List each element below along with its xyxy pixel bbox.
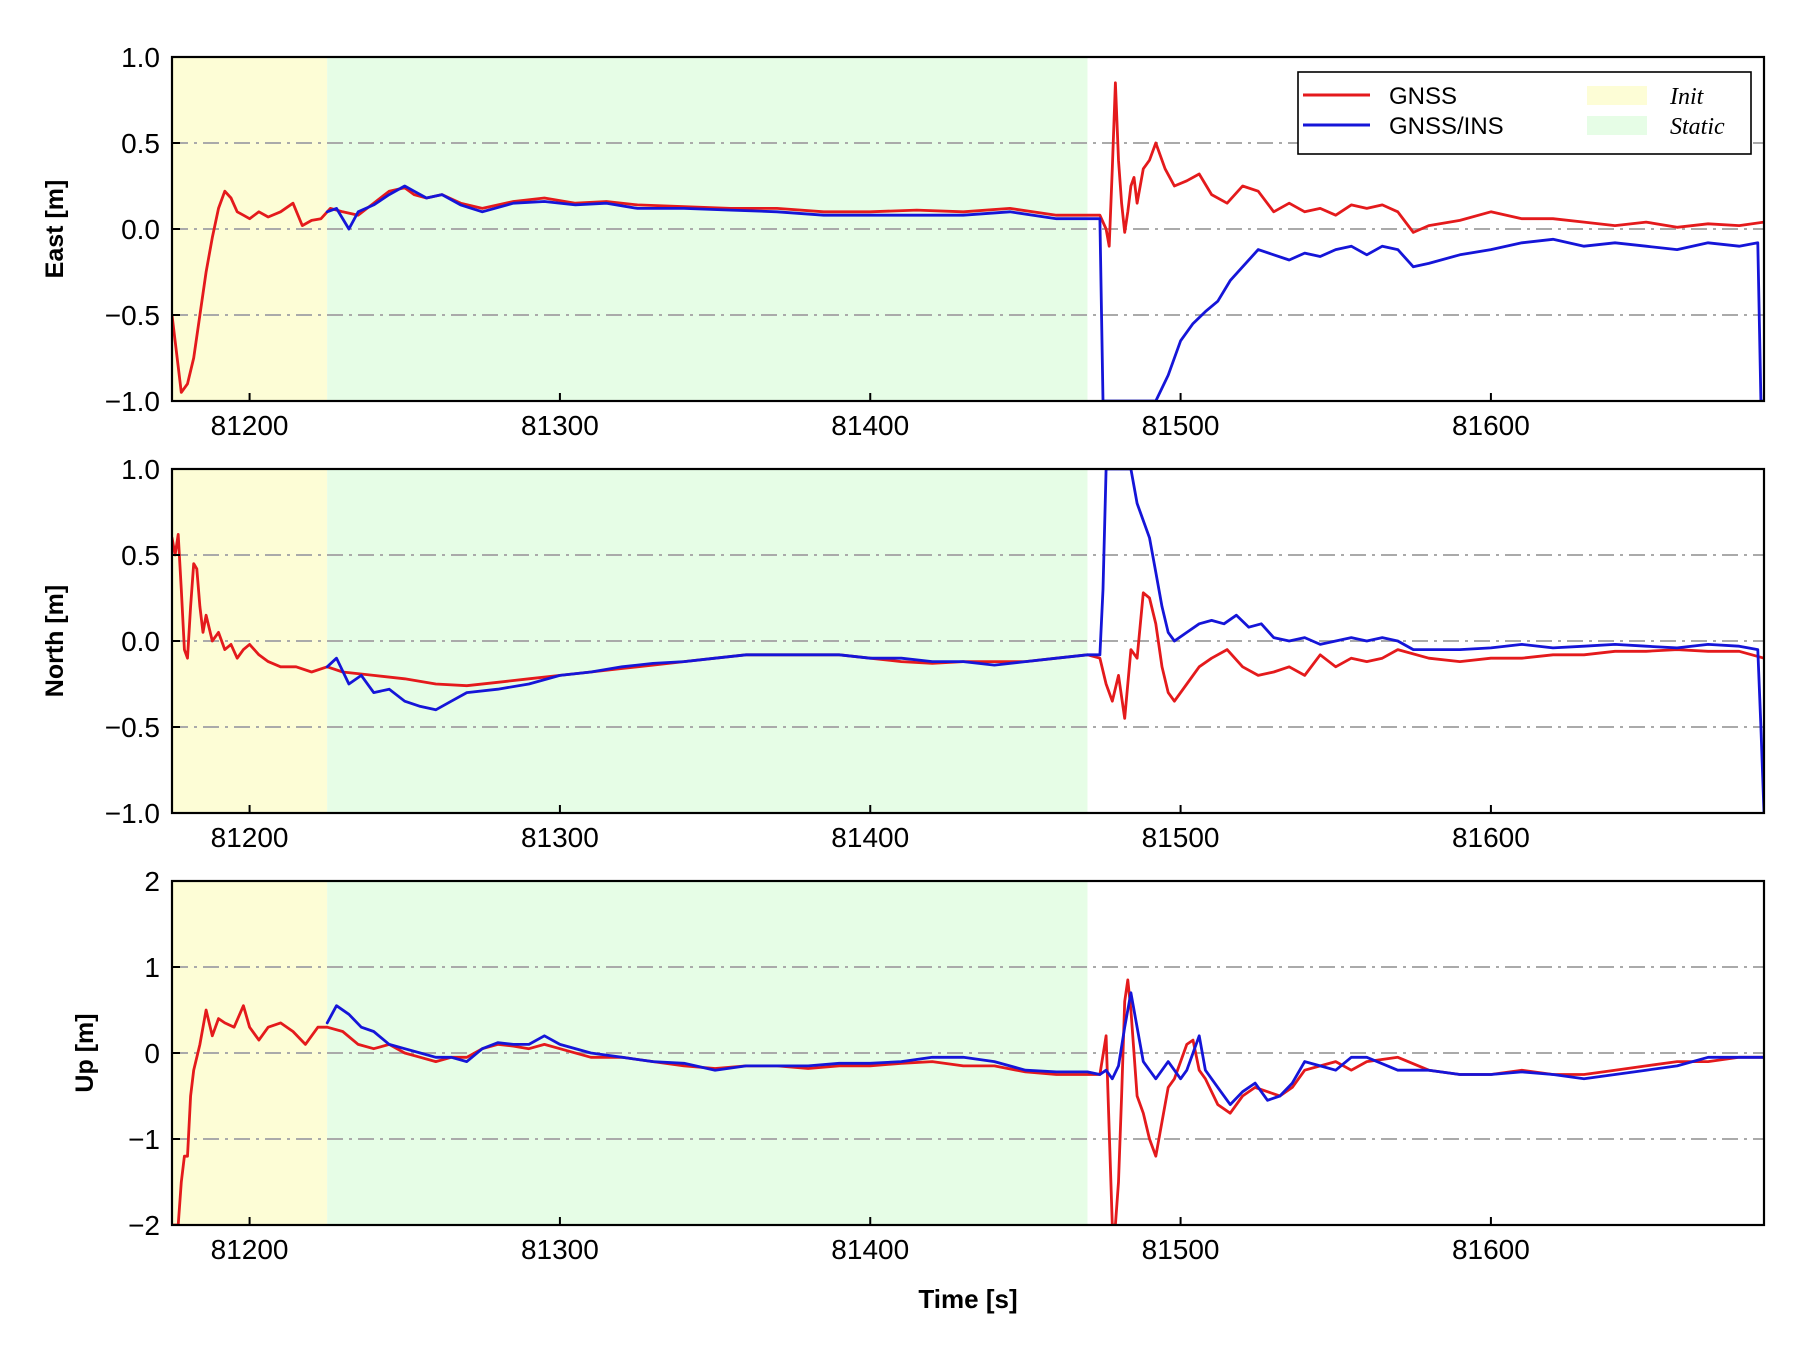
up-ytick-label-2: 0: [144, 1038, 160, 1069]
east-xtick-label-1: 81300: [521, 410, 599, 441]
up-series-gnss: [172, 978, 1764, 1225]
up-xtick-label-0: 81200: [211, 1234, 289, 1265]
east-xtick-label-4: 81600: [1452, 410, 1530, 441]
up-xtick-label-1: 81300: [521, 1234, 599, 1265]
up-xtick-label-3: 81500: [1142, 1234, 1220, 1265]
north-ytick-label-2: 0.0: [121, 626, 160, 657]
panel-east-plot-area: [172, 57, 1764, 401]
panel-north: 81200 81300 81400 81500 81600 −1.0 −0.5 0.0 0.5 1…: [41, 454, 1766, 853]
panel-north-plot-area: [172, 469, 1764, 813]
panel-up-ticks: 81200 81300 81400 81500 81600 −2 −1 0 1 2: [128, 866, 1530, 1265]
up-ytick-label-1: −1: [128, 1124, 160, 1155]
panel-north-ticks: 81200 81300 81400 81500 81600 −1.0 −0.5 0.0 0.5 1…: [105, 454, 1530, 853]
north-ytick-label-3: 0.5: [121, 540, 160, 571]
legend-label-gnss-ins: GNSS/INS: [1389, 113, 1504, 140]
east-ytick-label-3: 0.5: [121, 128, 160, 159]
panel-north-ylabel: North [m]: [41, 585, 69, 697]
north-ytick-label-1: −0.5: [105, 712, 160, 743]
legend-label-init: Init: [1669, 84, 1705, 110]
north-xtick-label-4: 81600: [1452, 822, 1530, 853]
east-ytick-label-0: −1.0: [105, 386, 160, 417]
east-series-gnss-ins: [325, 184, 1764, 401]
up-ytick-label-0: −2: [128, 1210, 160, 1241]
panel-up-plot-area: [172, 881, 1764, 1225]
legend-patch-init: [1587, 86, 1647, 105]
east-xtick-label-2: 81400: [831, 410, 909, 441]
up-ytick-label-3: 1: [144, 952, 160, 983]
north-ytick-label-0: −1.0: [105, 798, 160, 829]
panel-east: 81200 81300 81400 81500 81600 −1.0 −0.5 0.0 0.5 1…: [41, 42, 1766, 441]
north-ytick-label-4: 1.0: [121, 454, 160, 485]
panel-east-ylabel: East [m]: [41, 180, 69, 279]
east-ytick-label-4: 1.0: [121, 42, 160, 73]
up-ytick-label-4: 2: [144, 866, 160, 897]
east-ytick-label-1: −0.5: [105, 300, 160, 331]
north-xtick-label-1: 81300: [521, 822, 599, 853]
up-xtick-label-2: 81400: [831, 1234, 909, 1265]
legend-label-static: Static: [1670, 114, 1725, 140]
east-xtick-label-3: 81500: [1142, 410, 1220, 441]
legend-label-gnss: GNSS: [1389, 83, 1457, 110]
panel-up-ylabel: Up [m]: [71, 1013, 99, 1092]
up-series-gnss-ins: [325, 991, 1764, 1106]
east-ytick-label-2: 0.0: [121, 214, 160, 245]
north-xtick-label-2: 81400: [831, 822, 909, 853]
legend: GNSS GNSS/INS Init Static: [1297, 71, 1752, 155]
north-xtick-label-0: 81200: [211, 822, 289, 853]
east-series-gnss: [172, 81, 1764, 394]
legend-patch-static: [1587, 116, 1647, 135]
north-xtick-label-3: 81500: [1142, 822, 1220, 853]
legend-box: [1297, 71, 1752, 155]
panel-east-ticks: 81200 81300 81400 81500 81600 −1.0 −0.5 0.0 0.5 1…: [105, 42, 1530, 441]
east-xtick-label-0: 81200: [211, 410, 289, 441]
north-series-gnss-ins: [325, 469, 1764, 813]
x-axis-label: Time [s]: [918, 1284, 1017, 1314]
up-xtick-label-4: 81600: [1452, 1234, 1530, 1265]
